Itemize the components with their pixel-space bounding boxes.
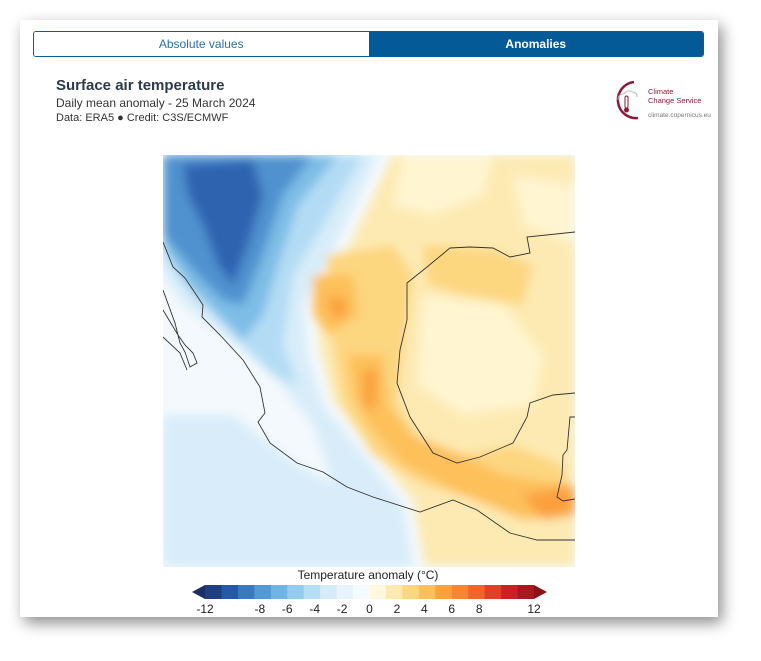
colorbar-tick-label: -12 <box>196 602 214 616</box>
logo-line1: Climate <box>648 87 674 96</box>
baja-coastline <box>163 289 198 368</box>
chart-subtitle: Daily mean anomaly - 25 March 2024 <box>56 96 256 110</box>
colorbar-segment <box>385 585 403 599</box>
coastlines <box>163 231 575 541</box>
colorbar-segment <box>237 585 255 599</box>
colorbar-title: Temperature anomaly (°C) <box>297 568 439 582</box>
colorbar <box>192 585 547 599</box>
logo-url[interactable]: climate.copernicus.eu <box>648 112 711 119</box>
colorbar-tick-label: -6 <box>281 602 293 616</box>
colorbar-segment <box>418 585 436 599</box>
colorbar-tick-label: 4 <box>420 602 428 616</box>
thermometer-cloud-icon <box>616 80 639 120</box>
map-card: Absolute values Anomalies Surface air te… <box>20 20 718 617</box>
colorbar-segment <box>517 585 535 599</box>
colorbar-tick-label: 0 <box>366 602 373 616</box>
colorbar-segment <box>435 585 453 599</box>
tab-absolute-values[interactable]: Absolute values <box>34 32 369 56</box>
baja-coastline-west <box>163 336 188 371</box>
colorbar-tick-label: -4 <box>309 602 320 616</box>
colorbar-segment <box>336 585 354 599</box>
colorbar-tick-label: -8 <box>254 602 266 616</box>
colorbar-segment <box>501 585 519 599</box>
colorbar-segment <box>353 585 370 599</box>
colorbar-segment <box>287 585 305 599</box>
colorbar-segment <box>451 585 469 599</box>
colorbar-under-arrow <box>192 585 205 599</box>
gulf-coastline <box>396 231 575 464</box>
logo-line2: Change Service <box>648 96 702 105</box>
c3s-logo: Climate Change Service climate.copernicus… <box>608 78 711 122</box>
caribbean-coastline <box>556 416 575 502</box>
colorbar-tick-label: -2 <box>336 602 348 616</box>
colorbar-segment <box>369 585 387 599</box>
colorbar-tick-label: 2 <box>393 602 401 616</box>
colorbar-tick-label: 12 <box>527 602 541 616</box>
colorbar-segment <box>254 585 272 599</box>
pacific-coastline <box>163 241 575 541</box>
colorbar-segment <box>484 585 502 599</box>
tab-anomalies[interactable]: Anomalies <box>368 32 703 56</box>
view-toggle: Absolute values Anomalies <box>33 31 704 57</box>
data-credit: Data: ERA5 ● Credit: C3S/ECMWF <box>56 112 229 124</box>
colorbar-segment <box>402 585 420 599</box>
colorbar-segment <box>468 585 486 599</box>
colorbar-segment <box>205 585 222 599</box>
colorbar-segment <box>221 585 239 599</box>
anomaly-field <box>163 155 575 567</box>
colorbar-tick-label: 6 <box>448 602 456 616</box>
colorbar-segment <box>303 585 321 599</box>
chart-title: Surface air temperature <box>56 77 225 94</box>
colorbar-segment <box>270 585 288 599</box>
colorbar-segment <box>320 585 338 599</box>
colorbar-ticks: -12 -8 -6 -4 -2 0 2 4 6 8 12 <box>20 602 718 618</box>
anomaly-map <box>163 155 575 567</box>
colorbar-tick-label: 8 <box>475 602 483 616</box>
colorbar-over-arrow <box>534 585 547 599</box>
